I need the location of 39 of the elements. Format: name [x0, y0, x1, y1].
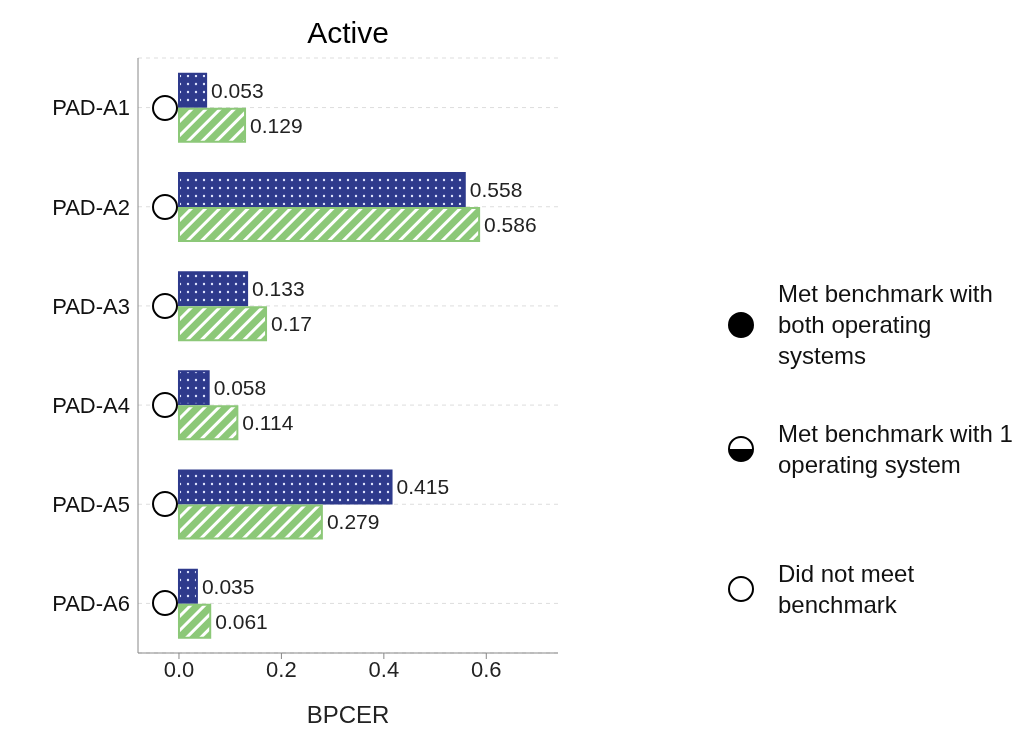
chart-title: Active: [306, 16, 390, 50]
bar: [177, 603, 212, 639]
data-label: 0.129: [250, 113, 303, 137]
data-label: 0.053: [211, 78, 264, 102]
data-label: 0.17: [271, 312, 312, 336]
data-label: 0.114: [242, 411, 294, 435]
bar: [177, 405, 239, 441]
bar: [177, 207, 481, 243]
data-label: 0.133: [252, 277, 305, 301]
bar: [177, 370, 210, 406]
data-label: 0.586: [484, 212, 537, 236]
y-tick-label: PAD-A2: [52, 194, 130, 220]
bar: [177, 271, 249, 307]
bar: [177, 172, 466, 208]
y-tick-label: PAD-A1: [52, 95, 130, 121]
bar: [177, 469, 393, 505]
data-label: 0.061: [215, 609, 268, 633]
bar: [177, 306, 268, 342]
y-tick-label: PAD-A4: [52, 392, 130, 418]
x-tick-label: 0.0: [163, 656, 195, 682]
text: Met benchmark with 1 operating system: [778, 419, 1014, 481]
x-tick-label: 0.2: [266, 656, 297, 682]
bar: [177, 568, 198, 604]
bar: [177, 504, 323, 540]
x-axis-title: BPCER: [306, 701, 390, 728]
data-label: 0.415: [396, 475, 450, 499]
data-label: 0.279: [326, 510, 380, 534]
data-label: 0.035: [201, 574, 255, 598]
y-tick-label: PAD-A3: [52, 293, 130, 319]
data-label: 0.558: [469, 177, 523, 201]
text: Did not meet benchmark: [778, 559, 916, 621]
bar: [177, 72, 208, 108]
text: Met benchmark with both operating systems: [778, 279, 994, 372]
y-tick-label: PAD-A5: [52, 492, 130, 518]
x-tick-label: 0.6: [471, 656, 502, 682]
x-tick-label: 0.4: [368, 656, 400, 682]
bar: [177, 107, 247, 143]
data-label: 0.058: [213, 376, 267, 400]
y-tick-label: PAD-A6: [52, 591, 130, 617]
